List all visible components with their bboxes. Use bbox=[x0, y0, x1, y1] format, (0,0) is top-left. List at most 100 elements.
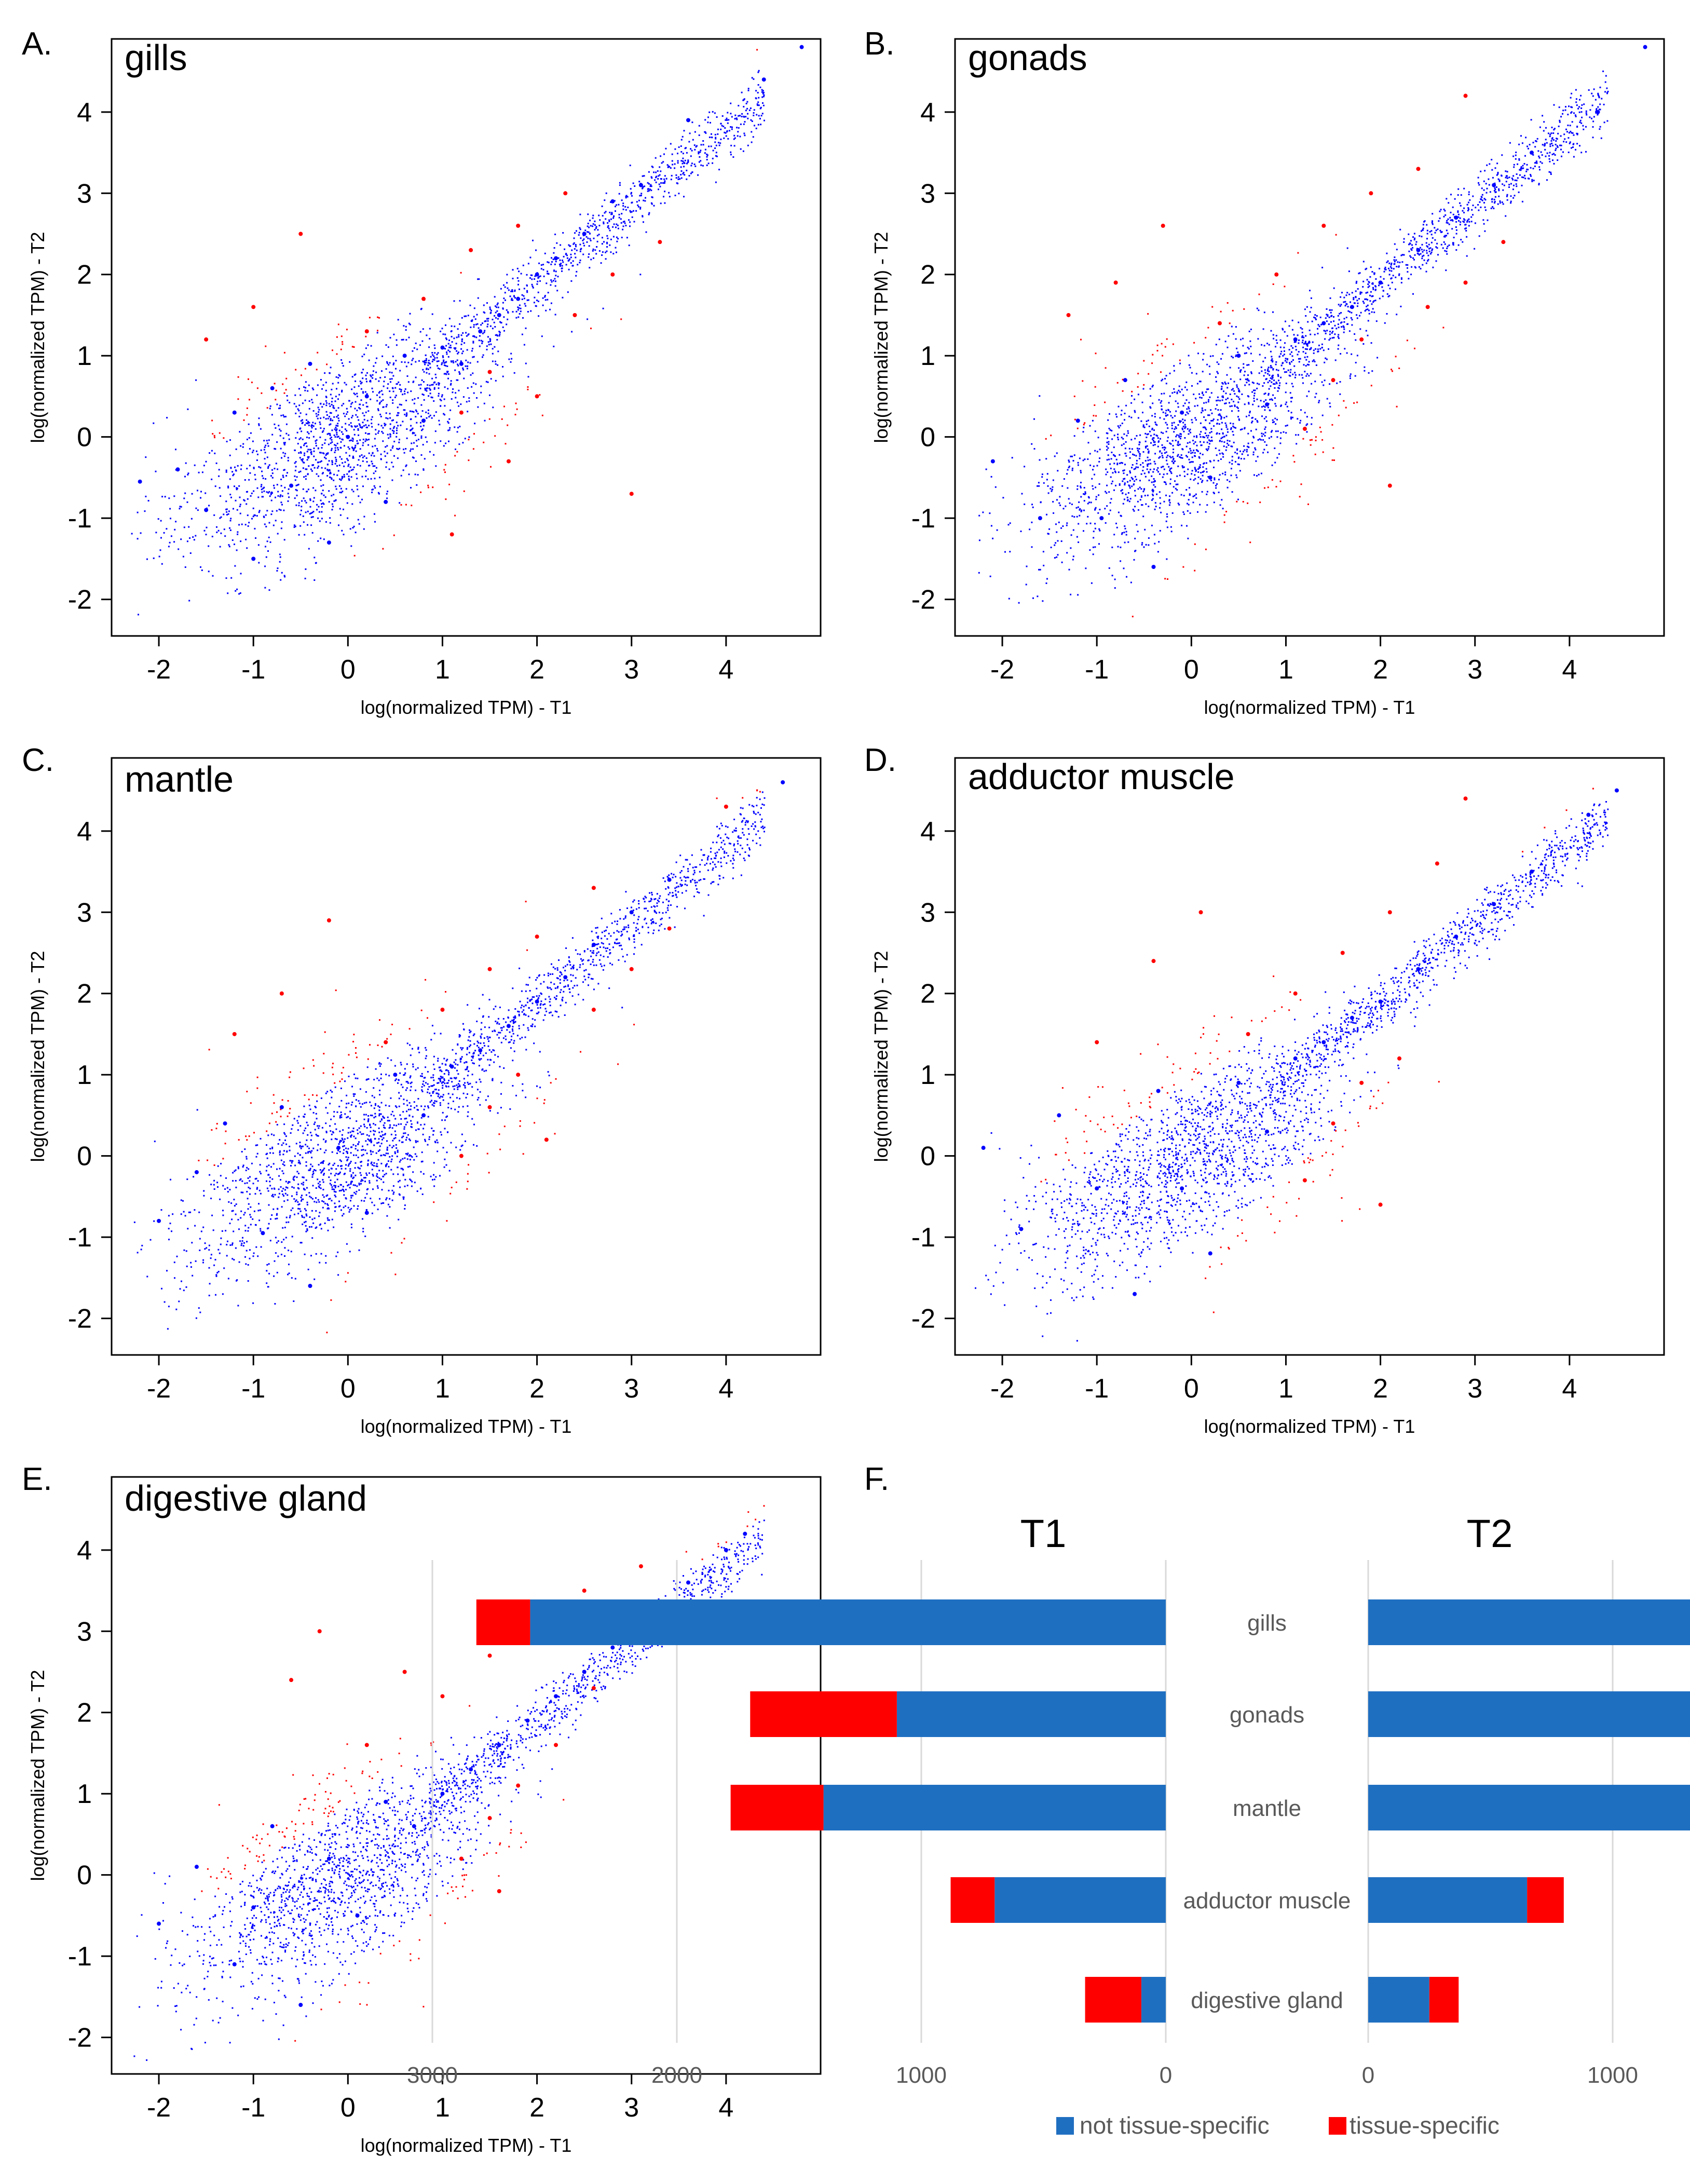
scatter-point bbox=[516, 223, 521, 228]
scatter-point bbox=[421, 1113, 426, 1118]
scatter-point bbox=[204, 508, 209, 512]
scatter-point bbox=[497, 313, 501, 317]
scatter-point bbox=[289, 1678, 294, 1683]
scatter-point bbox=[412, 1824, 416, 1828]
category-label: mantle bbox=[1233, 1796, 1301, 1821]
x-tick-label: 1 bbox=[1278, 655, 1293, 685]
scatter-point bbox=[251, 305, 256, 309]
scatter-point bbox=[990, 459, 995, 464]
scatter-point bbox=[1359, 337, 1364, 342]
bar-t1-not-specific bbox=[1141, 1977, 1166, 2023]
scatter-point bbox=[355, 1913, 360, 1918]
scatter-point bbox=[1425, 305, 1430, 309]
scatter-panel-4: D. adductor muscle -2 -1 0 1 2 3 4 -2 -1 0 1 2 3 4 log(n… bbox=[864, 742, 1665, 1437]
y-tick-label: -1 bbox=[68, 504, 92, 534]
panel-title: digestive gland bbox=[125, 1478, 367, 1518]
tick-label-t1: 3000 bbox=[407, 2063, 458, 2088]
x-tick-label: -1 bbox=[1085, 1374, 1109, 1404]
scatter-point bbox=[1331, 1121, 1335, 1126]
scatter-point bbox=[270, 386, 275, 390]
scatter-point bbox=[384, 1040, 388, 1044]
scatter-point bbox=[478, 1048, 483, 1053]
scatter-point bbox=[298, 232, 303, 236]
scatter-point bbox=[1387, 910, 1392, 915]
series-specific bbox=[1066, 93, 1506, 488]
scatter-point bbox=[1236, 354, 1241, 358]
y-tick-label: 0 bbox=[920, 1142, 935, 1172]
cloud-not-specific bbox=[133, 1520, 765, 2061]
category-label: digestive gland bbox=[1191, 1988, 1343, 2013]
scatter-point bbox=[1463, 280, 1468, 285]
scatter-point bbox=[1530, 151, 1534, 155]
scatter-point bbox=[563, 975, 568, 980]
scatter-point bbox=[1350, 305, 1354, 309]
scatter-point bbox=[1123, 378, 1127, 383]
panel-letter: E. bbox=[22, 1461, 52, 1497]
y-tick-label: -2 bbox=[911, 1304, 935, 1334]
scatter-point bbox=[1095, 1040, 1099, 1044]
scatter-point bbox=[535, 934, 539, 939]
series-specific bbox=[232, 804, 728, 1158]
scatter-point bbox=[487, 1105, 492, 1109]
scatter-point bbox=[326, 1856, 331, 1861]
y-tick-label: -1 bbox=[68, 1223, 92, 1253]
scatter-point bbox=[1217, 321, 1222, 325]
tick-label-t1: 0 bbox=[1160, 2063, 1172, 2088]
scatter-point bbox=[308, 1284, 312, 1288]
scatter-point bbox=[1302, 427, 1307, 431]
scatter-point bbox=[1302, 1178, 1307, 1183]
x-tick-label: -2 bbox=[990, 1374, 1014, 1404]
scatter-point bbox=[525, 1718, 530, 1723]
scatter-point bbox=[573, 313, 577, 317]
scatter-point bbox=[1113, 280, 1118, 285]
scatter-point bbox=[1614, 788, 1619, 793]
scatter-point bbox=[346, 435, 350, 439]
panel-title: gills bbox=[125, 37, 187, 78]
x-tick-label: -2 bbox=[990, 655, 1014, 685]
scatter-point bbox=[459, 410, 464, 415]
scatter-point bbox=[1331, 378, 1335, 383]
bar-t2-not-specific bbox=[1368, 1977, 1429, 2023]
cloud bbox=[978, 45, 1647, 618]
x-axis-label: log(normalized TPM) - T1 bbox=[361, 2135, 572, 2156]
scatter-point bbox=[1038, 516, 1042, 521]
scatter-point bbox=[440, 1008, 445, 1012]
scatter-point bbox=[364, 1743, 369, 1747]
scatter-point bbox=[487, 1653, 492, 1658]
scatter-point bbox=[516, 1073, 521, 1077]
scatter-point bbox=[1019, 1227, 1024, 1231]
x-axis-label: log(normalized TPM) - T1 bbox=[1204, 697, 1415, 718]
scatter-point bbox=[487, 967, 492, 971]
y-axis-label: log(normalized TPM) - T2 bbox=[27, 1670, 48, 1881]
x-tick-label: 2 bbox=[1373, 655, 1388, 685]
bar-t1-not-specific bbox=[823, 1785, 1166, 1830]
cloud-not-specific bbox=[133, 791, 766, 1330]
cloud-specific bbox=[201, 1505, 765, 2042]
scatter-point bbox=[638, 1564, 643, 1569]
cloud-specific bbox=[198, 789, 761, 1334]
y-tick-label: -2 bbox=[68, 1304, 92, 1334]
y-tick-label: 1 bbox=[77, 341, 92, 371]
x-tick-label: 2 bbox=[1373, 1374, 1388, 1404]
scatter-point bbox=[554, 1694, 558, 1699]
x-tick-label: 1 bbox=[435, 655, 450, 685]
x-tick-label: 0 bbox=[1184, 1374, 1199, 1404]
x-tick-label: 4 bbox=[1562, 655, 1577, 685]
scatter-point bbox=[364, 394, 369, 399]
scatter-point bbox=[449, 1064, 454, 1069]
scatter-point bbox=[308, 361, 312, 366]
x-tick-label: 1 bbox=[435, 2093, 450, 2123]
scatter-point bbox=[497, 1889, 501, 1893]
scatter-point bbox=[279, 1105, 284, 1109]
x-tick-label: -1 bbox=[1085, 655, 1109, 685]
series-specific bbox=[1095, 796, 1468, 1207]
scatter-point bbox=[1378, 999, 1383, 1004]
scatter-point bbox=[516, 296, 521, 301]
y-tick-label: 3 bbox=[920, 898, 935, 928]
scatter-point bbox=[506, 1024, 511, 1028]
scatter-point bbox=[1359, 1080, 1364, 1085]
scatter-point bbox=[1586, 812, 1591, 817]
x-tick-label: 3 bbox=[624, 1374, 639, 1404]
y-tick-label: 2 bbox=[920, 979, 935, 1009]
scatter-point bbox=[506, 459, 511, 464]
